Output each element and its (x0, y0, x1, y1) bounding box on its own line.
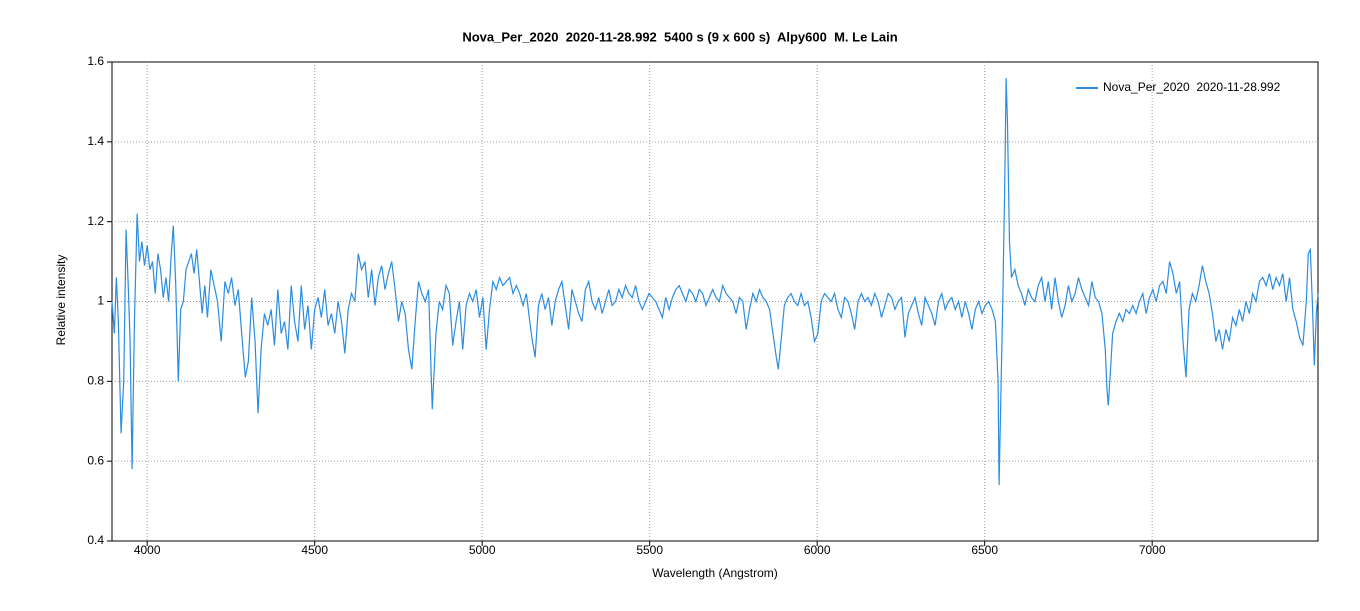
x-tick-label: 7000 (1139, 543, 1166, 557)
x-tick-label: 4000 (134, 543, 161, 557)
chart-title: Nova_Per_2020 2020-11-28.992 5400 s (9 x… (462, 29, 897, 44)
x-axis-label: Wavelength (Angstrom) (652, 566, 778, 580)
x-tick-label: 5000 (469, 543, 496, 557)
legend-label: Nova_Per_2020 2020-11-28.992 (1103, 80, 1281, 94)
y-tick-label: 1.2 (87, 214, 104, 228)
x-tick-label: 6000 (804, 543, 831, 557)
x-tick-label: 4500 (301, 543, 328, 557)
y-tick-label: 0.4 (87, 533, 104, 547)
y-tick-label: 1.4 (87, 134, 104, 148)
y-tick-label: 1 (97, 294, 104, 308)
y-tick-label: 1.6 (87, 54, 104, 68)
x-tick-label: 5500 (636, 543, 663, 557)
y-tick-label: 0.6 (87, 453, 104, 467)
spectrum-line (111, 77, 1319, 486)
y-tick-label: 0.8 (87, 374, 104, 388)
x-tick-label: 6500 (971, 543, 998, 557)
y-axis-label: Relative intensity (54, 255, 68, 346)
